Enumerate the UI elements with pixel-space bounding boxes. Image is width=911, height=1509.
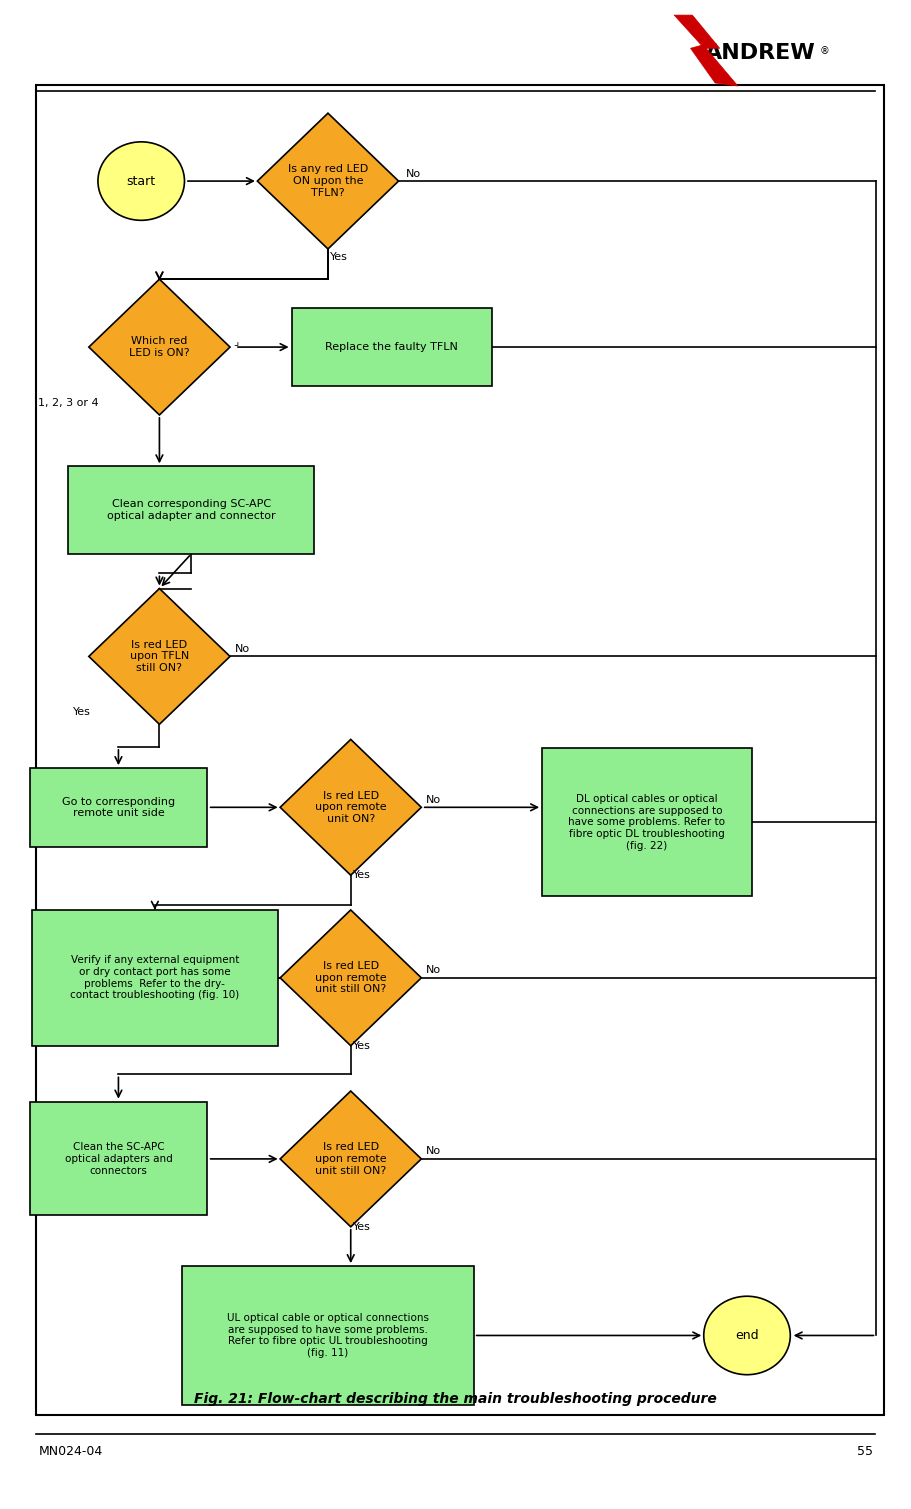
Text: start: start: [127, 175, 156, 187]
Ellipse shape: [98, 142, 185, 220]
Bar: [542, 748, 752, 896]
Bar: [292, 308, 492, 386]
Text: Clean the SC-APC
optical adapters and
connectors: Clean the SC-APC optical adapters and co…: [65, 1142, 172, 1176]
Polygon shape: [674, 15, 738, 86]
Polygon shape: [257, 113, 399, 249]
Text: Replace the faulty TFLN: Replace the faulty TFLN: [325, 343, 458, 352]
Bar: [32, 910, 278, 1046]
Text: No: No: [405, 169, 421, 178]
Polygon shape: [281, 1091, 422, 1227]
Text: Clean corresponding SC-APC
optical adapter and connector: Clean corresponding SC-APC optical adapt…: [107, 499, 276, 521]
Text: No: No: [235, 644, 251, 653]
Text: Which red
LED is ON?: Which red LED is ON?: [129, 337, 189, 358]
Polygon shape: [88, 589, 230, 724]
Text: No: No: [426, 966, 442, 975]
Ellipse shape: [703, 1296, 791, 1375]
Text: Yes: Yes: [353, 1222, 372, 1231]
Text: Fig. 21: Flow-chart describing the main troubleshooting procedure: Fig. 21: Flow-chart describing the main …: [194, 1391, 717, 1406]
Bar: [29, 768, 208, 847]
Text: Yes: Yes: [73, 708, 91, 717]
Polygon shape: [88, 279, 230, 415]
Text: Is red LED
upon TFLN
still ON?: Is red LED upon TFLN still ON?: [129, 640, 189, 673]
Text: No: No: [426, 1147, 442, 1156]
Text: Go to corresponding
remote unit side: Go to corresponding remote unit side: [62, 797, 175, 818]
Text: ⌟: ⌟: [233, 338, 239, 347]
Text: Is red LED
upon remote
unit still ON?: Is red LED upon remote unit still ON?: [315, 961, 386, 994]
Bar: [182, 1266, 474, 1405]
Bar: [36, 85, 884, 1415]
Polygon shape: [281, 739, 422, 875]
Text: Yes: Yes: [353, 871, 372, 880]
Text: No: No: [426, 795, 442, 804]
Text: UL optical cable or optical connections
are supposed to have some problems.
Refe: UL optical cable or optical connections …: [227, 1313, 429, 1358]
Text: DL optical cables or optical
connections are supposed to
have some problems. Ref: DL optical cables or optical connections…: [568, 794, 725, 851]
Text: Is any red LED
ON upon the
TFLN?: Is any red LED ON upon the TFLN?: [288, 164, 368, 198]
Text: MN024-04: MN024-04: [38, 1446, 103, 1458]
Text: Yes: Yes: [353, 1041, 372, 1050]
Polygon shape: [281, 910, 422, 1046]
Text: ®: ®: [820, 45, 830, 56]
Text: ANDREW: ANDREW: [704, 42, 815, 63]
Bar: [68, 466, 314, 554]
Text: Yes: Yes: [330, 252, 348, 261]
Text: end: end: [735, 1329, 759, 1342]
Text: 1, 2, 3 or 4: 1, 2, 3 or 4: [38, 398, 99, 407]
Text: Is red LED
upon remote
unit still ON?: Is red LED upon remote unit still ON?: [315, 1142, 386, 1176]
Text: Verify if any external equipment
or dry contact port has some
problems  Refer to: Verify if any external equipment or dry …: [70, 955, 240, 1000]
Bar: [29, 1102, 208, 1216]
Text: 55: 55: [856, 1446, 873, 1458]
Text: Is red LED
upon remote
unit ON?: Is red LED upon remote unit ON?: [315, 791, 386, 824]
